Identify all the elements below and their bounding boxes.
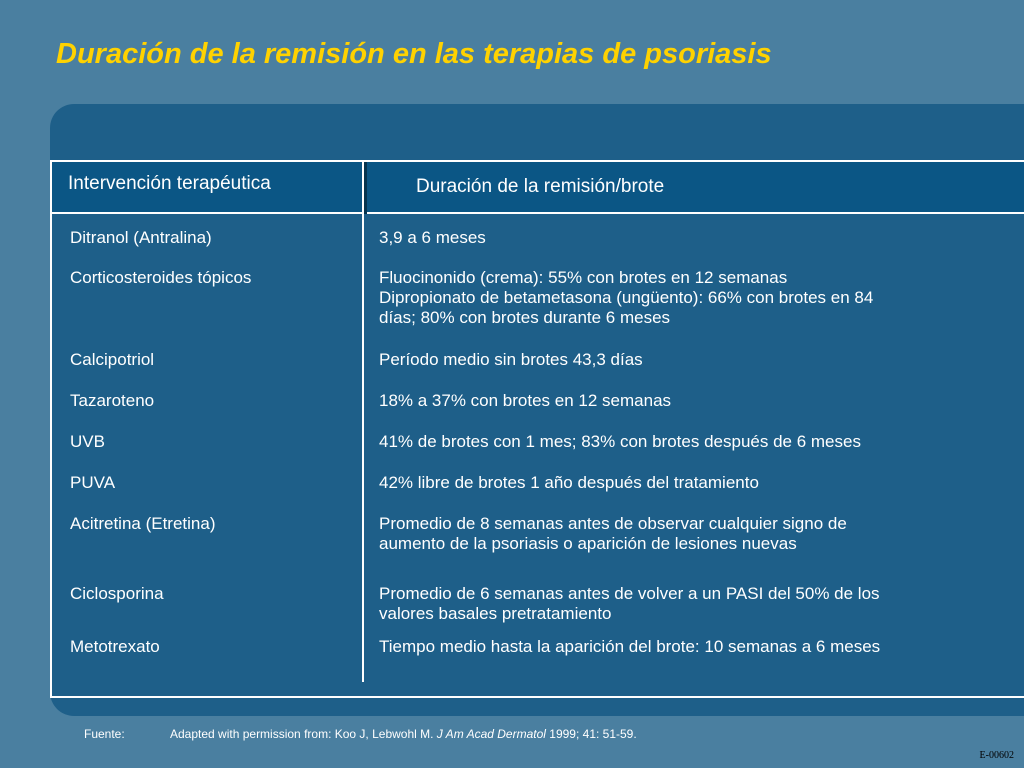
remission-duration-line: Período medio sin brotes 43,3 días (379, 350, 643, 369)
header-remission-duration: Duración de la remisión/brote (416, 176, 665, 197)
citation-journal: J Am Acad Dermatol (436, 727, 546, 741)
remission-duration: Promedio de 6 semanas antes de volver a … (379, 584, 880, 624)
therapy-name: Corticosteroides tópicos (70, 268, 252, 287)
therapy-name: Tazaroteno (70, 391, 155, 410)
therapy-table: Intervención terapéutica Duración de la … (50, 160, 1024, 698)
remission-duration-line: Tiempo medio hasta la aparición del brot… (379, 637, 881, 656)
remission-duration-line: Promedio de 6 semanas antes de volver a … (379, 584, 880, 603)
remission-duration-line: Fluocinonido (crema): 55% con brotes en … (379, 268, 788, 287)
therapy-name: Acitretina (Etretina) (70, 514, 216, 533)
remission-duration: Fluocinonido (crema): 55% con brotes en … (379, 268, 873, 328)
citation-details: 1999; 41: 51-59. (545, 727, 637, 741)
remission-duration: 41% de brotes con 1 mes; 83% con brotes … (379, 432, 861, 452)
remission-duration: 42% libre de brotes 1 año después del tr… (379, 473, 759, 493)
therapy-name: Ditranol (Antralina) (70, 228, 212, 247)
remission-duration-line: días; 80% con brotes durante 6 meses (379, 308, 671, 327)
remission-duration-line: Dipropionato de betametasona (ungüento):… (379, 288, 874, 307)
remission-duration-line: 42% libre de brotes 1 año después del tr… (379, 473, 759, 492)
remission-duration: Período medio sin brotes 43,3 días (379, 350, 643, 370)
slide-title: Duración de la remisión en las terapias … (56, 38, 772, 70)
therapy-name: UVB (70, 432, 105, 451)
header-intervention: Intervención terapéutica (68, 173, 271, 194)
citation-authors: Adapted with permission from: Koo J, Leb… (170, 727, 437, 741)
remission-duration-line: 41% de brotes con 1 mes; 83% con brotes … (379, 432, 861, 451)
source-footnote: Fuente: Adapted with permission from: Koo… (84, 727, 637, 741)
remission-duration-line: 18% a 37% con brotes en 12 semanas (379, 391, 672, 410)
remission-duration-line: 3,9 a 6 meses (379, 228, 486, 247)
remission-duration-line: aumento de la psoriasis o aparición de l… (379, 534, 797, 553)
remission-duration: 18% a 37% con brotes en 12 semanas (379, 391, 671, 411)
header-divider-shadow (364, 162, 367, 214)
slide-code: E-00602 (979, 750, 1014, 761)
remission-duration-line: valores basales pretratamiento (379, 604, 612, 623)
therapy-name: Calcipotriol (70, 350, 155, 369)
remission-duration: Promedio de 8 semanas antes de observar … (379, 514, 847, 554)
remission-duration: Tiempo medio hasta la aparición del brot… (379, 637, 880, 657)
table-header-row: Intervención terapéutica Duración de la … (52, 162, 1024, 214)
remission-duration: 3,9 a 6 meses (379, 228, 486, 248)
footnote-label: Fuente: (84, 727, 125, 741)
therapy-name: Metotrexato (70, 637, 160, 656)
column-divider (362, 162, 364, 682)
therapy-name: Ciclosporina (70, 584, 164, 603)
footnote-citation: Adapted with permission from: Koo J, Leb… (170, 727, 637, 741)
therapy-name: PUVA (70, 473, 116, 492)
remission-duration-line: Promedio de 8 semanas antes de observar … (379, 514, 847, 533)
